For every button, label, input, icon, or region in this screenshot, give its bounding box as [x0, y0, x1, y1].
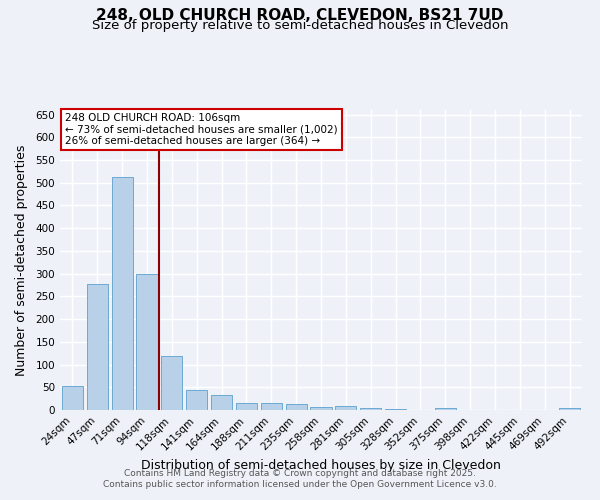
Bar: [161, 356, 182, 410]
Text: Contains HM Land Registry data © Crown copyright and database right 2025.: Contains HM Land Registry data © Crown c…: [124, 468, 476, 477]
Bar: [559, 408, 580, 410]
Bar: [310, 407, 332, 410]
Bar: [435, 408, 456, 410]
Y-axis label: Number of semi-detached properties: Number of semi-detached properties: [16, 144, 28, 376]
X-axis label: Distribution of semi-detached houses by size in Clevedon: Distribution of semi-detached houses by …: [141, 458, 501, 471]
Bar: [112, 177, 133, 410]
Bar: [261, 403, 282, 410]
Bar: [335, 406, 356, 410]
Bar: [87, 284, 108, 410]
Text: Size of property relative to semi-detached houses in Clevedon: Size of property relative to semi-detach…: [92, 18, 508, 32]
Bar: [211, 396, 232, 410]
Bar: [236, 402, 257, 410]
Text: 248 OLD CHURCH ROAD: 106sqm
← 73% of semi-detached houses are smaller (1,002)
26: 248 OLD CHURCH ROAD: 106sqm ← 73% of sem…: [65, 113, 338, 146]
Bar: [62, 386, 83, 410]
Bar: [136, 274, 158, 410]
Bar: [186, 390, 207, 410]
Bar: [360, 408, 381, 410]
Bar: [385, 408, 406, 410]
Text: Contains public sector information licensed under the Open Government Licence v3: Contains public sector information licen…: [103, 480, 497, 489]
Bar: [286, 404, 307, 410]
Text: 248, OLD CHURCH ROAD, CLEVEDON, BS21 7UD: 248, OLD CHURCH ROAD, CLEVEDON, BS21 7UD: [97, 8, 503, 22]
